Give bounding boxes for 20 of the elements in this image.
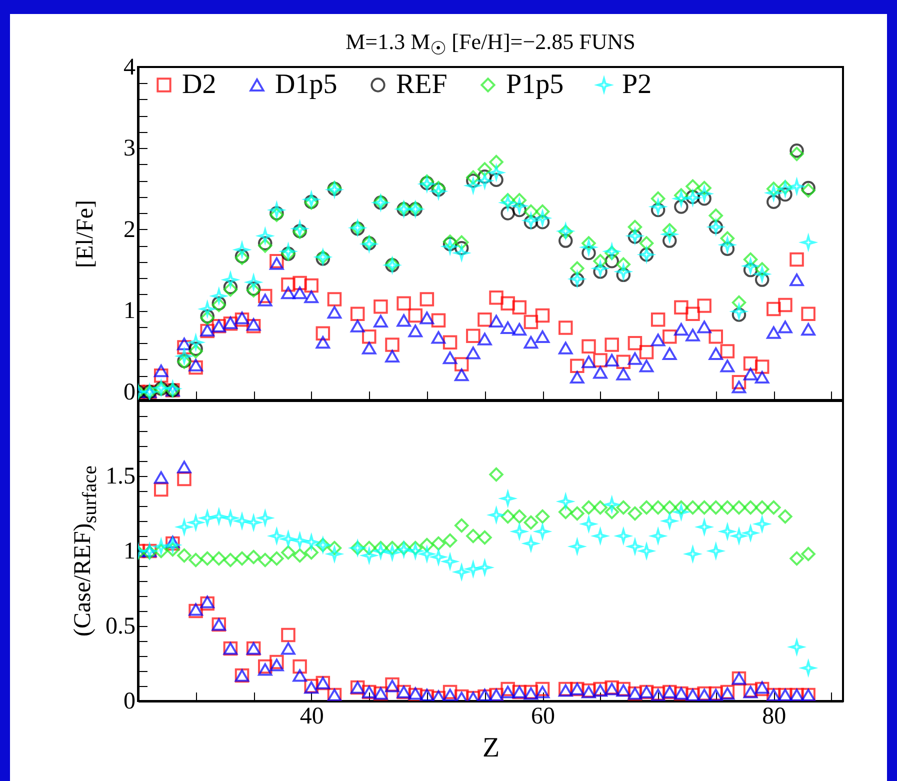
y-tick-label: 0.5	[106, 614, 136, 640]
legend-label: D2	[182, 69, 216, 100]
legend-label: P1p5	[506, 69, 564, 100]
legend-label: D1p5	[275, 69, 338, 100]
x-tick-label: 60	[531, 704, 556, 730]
x-tick-label: 40	[300, 704, 324, 730]
chart-title: M=1.3 M$_{☉}$ [Fe/H]=−2.85 FUNS	[346, 29, 636, 60]
legend-label: REF	[396, 69, 448, 100]
y-tick-label: 3	[124, 136, 136, 162]
x-tick-label: 80	[762, 704, 786, 730]
y-tick-label: 4	[124, 54, 136, 80]
y-tick-label: 1	[124, 298, 136, 324]
y-tick-label: 0	[124, 688, 136, 714]
y-tick-label: 2	[124, 216, 136, 243]
y-axis-title: [El/Fe]	[72, 200, 100, 268]
x-axis-title: Z	[482, 732, 500, 764]
y-tick-label: 0	[124, 379, 136, 406]
y-tick-label: 1	[124, 538, 136, 564]
legend-label: P2	[622, 69, 652, 100]
y-tick-label: 1.5	[106, 464, 136, 490]
